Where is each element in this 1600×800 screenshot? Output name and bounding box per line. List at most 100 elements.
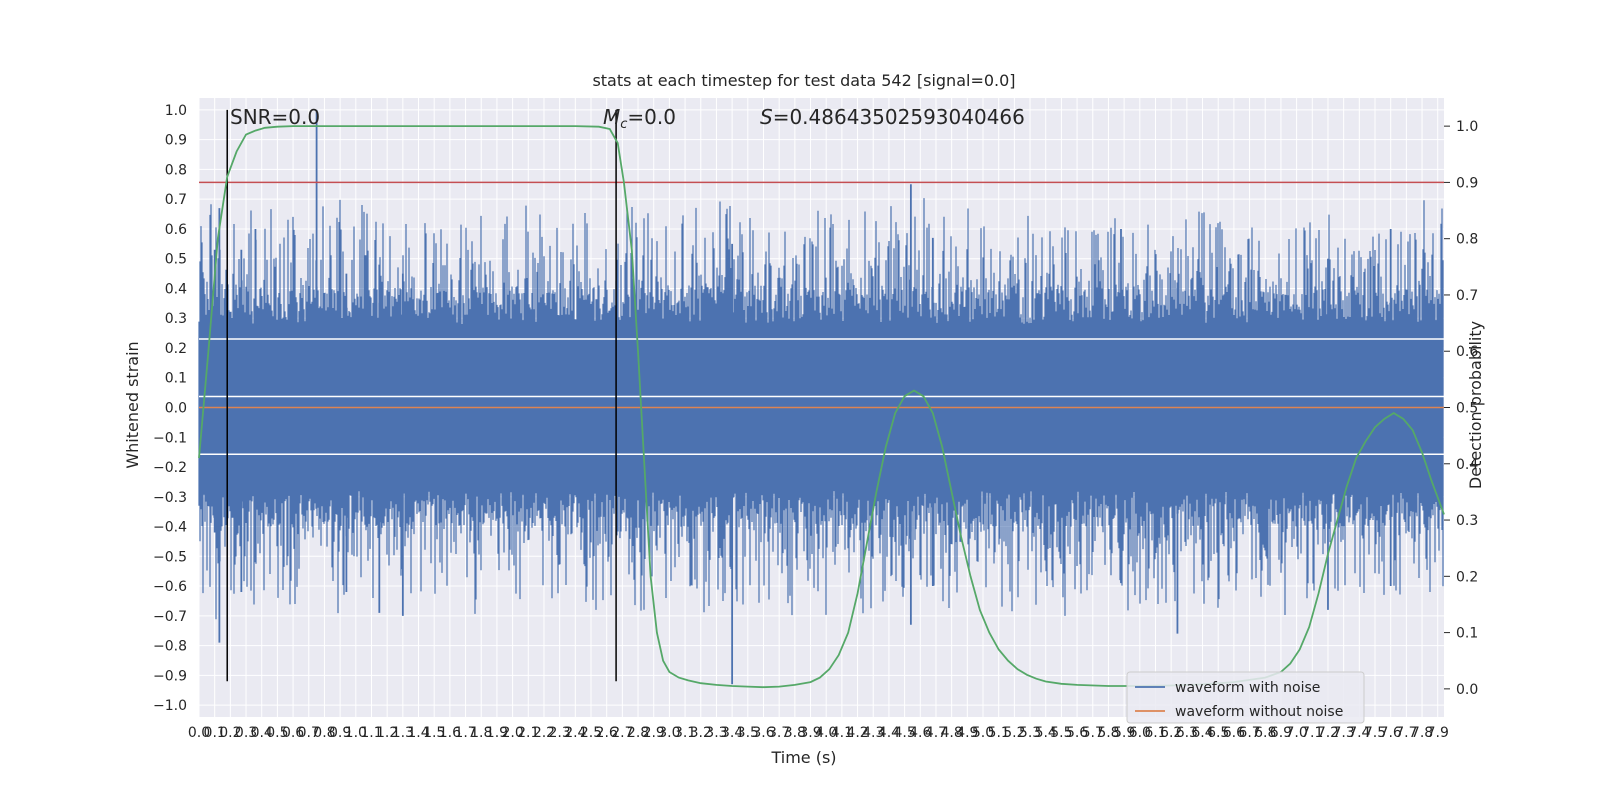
x-tick-label: 5.0 bbox=[972, 725, 994, 741]
x-tick-label: 3.1 bbox=[674, 725, 696, 741]
mc-value: =0.0 bbox=[627, 105, 676, 129]
y-tick-label-left: 0.3 bbox=[165, 311, 187, 327]
x-tick-label: 5.7 bbox=[1082, 725, 1104, 741]
x-tick-label: 2.3 bbox=[549, 725, 571, 741]
y-tick-label-right: 0.9 bbox=[1456, 175, 1478, 191]
y-tick-label-left: −0.4 bbox=[153, 520, 187, 536]
x-tick-label: 2.0 bbox=[501, 725, 523, 741]
y-tick-label-left: 0.1 bbox=[165, 371, 187, 387]
x-tick-label: 1.8 bbox=[470, 725, 492, 741]
y-tick-label-right: 0.7 bbox=[1456, 288, 1478, 304]
x-tick-label: 1.7 bbox=[454, 725, 476, 741]
x-tick-label: 6.3 bbox=[1176, 725, 1198, 741]
x-tick-label: 2.5 bbox=[580, 725, 602, 741]
y-tick-label-left: 0.7 bbox=[165, 192, 187, 208]
x-tick-label: 7.9 bbox=[1427, 725, 1449, 741]
x-tick-label: 0.5 bbox=[266, 725, 288, 741]
x-tick-label: 7.4 bbox=[1348, 725, 1370, 741]
x-tick-label: 1.2 bbox=[376, 725, 398, 741]
x-tick-label: 0.3 bbox=[235, 725, 257, 741]
x-tick-label: 4.7 bbox=[925, 725, 947, 741]
x-tick-label: 7.5 bbox=[1364, 725, 1386, 741]
mc-label: Mc=0.0 bbox=[603, 105, 676, 132]
y-tick-label-left: −0.9 bbox=[153, 668, 187, 684]
x-tick-label: 3.5 bbox=[737, 725, 759, 741]
y-tick-label-left: 0.0 bbox=[165, 401, 187, 417]
x-tick-label: 1.6 bbox=[439, 725, 461, 741]
x-tick-label: 6.5 bbox=[1207, 725, 1229, 741]
x-tick-label: 1.3 bbox=[392, 725, 414, 741]
y-axis-label-right: Detection probability bbox=[1466, 321, 1485, 489]
x-tick-label: 3.9 bbox=[799, 725, 821, 741]
x-tick-label: 7.1 bbox=[1301, 725, 1323, 741]
annotation-mc: Mc=0.0 bbox=[603, 105, 676, 132]
y-tick-label-left: −0.2 bbox=[153, 460, 187, 476]
chart-title: stats at each timestep for test data 542… bbox=[592, 71, 1015, 90]
y-tick-label-left: 0.4 bbox=[165, 281, 187, 297]
x-tick-label: 4.5 bbox=[893, 725, 915, 741]
x-tick-label: 0.8 bbox=[313, 725, 335, 741]
y-tick-label-right: 0.0 bbox=[1456, 682, 1478, 698]
x-tick-label: 1.5 bbox=[423, 725, 445, 741]
s-label: S=0.48643502593040466 bbox=[760, 105, 1025, 129]
x-tick-label: 5.3 bbox=[1019, 725, 1041, 741]
y-tick-label-right: 0.6 bbox=[1456, 344, 1478, 360]
y-tick-label-right: 0.5 bbox=[1456, 401, 1478, 417]
legend-label: waveform without noise bbox=[1175, 704, 1343, 720]
x-tick-label: 5.1 bbox=[988, 725, 1010, 741]
x-tick-label: 3.0 bbox=[658, 725, 680, 741]
x-tick-label: 7.2 bbox=[1317, 725, 1339, 741]
x-tick-label: 7.8 bbox=[1411, 725, 1433, 741]
snr-label: SNR=0.0 bbox=[230, 105, 320, 129]
x-tick-label: 3.2 bbox=[690, 725, 712, 741]
y-tick-label-right: 0.1 bbox=[1456, 626, 1478, 642]
y-tick-label-left: −0.6 bbox=[153, 579, 187, 595]
x-tick-label: 0.4 bbox=[251, 725, 273, 741]
x-tick-label: 0.2 bbox=[219, 725, 241, 741]
x-tick-label: 5.9 bbox=[1113, 725, 1135, 741]
x-tick-label: 1.1 bbox=[360, 725, 382, 741]
x-tick-label: 1.9 bbox=[486, 725, 508, 741]
x-tick-label: 5.4 bbox=[1035, 725, 1057, 741]
y-tick-label-right: 1.0 bbox=[1456, 119, 1478, 135]
x-tick-label: 4.3 bbox=[862, 725, 884, 741]
annotation-s: S=0.48643502593040466 bbox=[760, 105, 1025, 129]
mc-symbol: M bbox=[603, 105, 620, 129]
y-tick-label-left: 1.0 bbox=[165, 103, 187, 119]
x-axis-label: Time (s) bbox=[770, 748, 836, 767]
y-tick-label-left: 0.9 bbox=[165, 133, 187, 149]
x-tick-label: 5.6 bbox=[1066, 725, 1088, 741]
x-tick-label: 5.8 bbox=[1097, 725, 1119, 741]
y-tick-label-right: 0.2 bbox=[1456, 569, 1478, 585]
x-tick-label: 4.9 bbox=[956, 725, 978, 741]
y-tick-label-left: −0.1 bbox=[153, 430, 187, 446]
x-tick-label: 6.8 bbox=[1254, 725, 1276, 741]
x-tick-label: 0.7 bbox=[298, 725, 320, 741]
x-tick-label: 4.8 bbox=[941, 725, 963, 741]
s-value: =0.48643502593040466 bbox=[773, 105, 1025, 129]
x-tick-label: 4.1 bbox=[831, 725, 853, 741]
x-tick-label: 2.4 bbox=[564, 725, 586, 741]
y-tick-label-right: 0.8 bbox=[1456, 232, 1478, 248]
annotation-snr: SNR=0.0 bbox=[230, 105, 320, 129]
x-tick-label: 7.7 bbox=[1395, 725, 1417, 741]
x-tick-label: 3.6 bbox=[752, 725, 774, 741]
x-tick-label: 6.1 bbox=[1144, 725, 1166, 741]
x-tick-label: 2.9 bbox=[643, 725, 665, 741]
x-tick-label: 4.6 bbox=[909, 725, 931, 741]
x-tick-label: 5.2 bbox=[1003, 725, 1025, 741]
legend-label: waveform with noise bbox=[1175, 680, 1320, 696]
x-tick-label: 6.0 bbox=[1129, 725, 1151, 741]
x-tick-label: 2.2 bbox=[533, 725, 555, 741]
x-tick-label: 6.4 bbox=[1191, 725, 1213, 741]
x-tick-label: 2.8 bbox=[627, 725, 649, 741]
x-tick-label: 3.8 bbox=[784, 725, 806, 741]
x-tick-label: 4.0 bbox=[815, 725, 837, 741]
x-tick-label: 4.4 bbox=[878, 725, 900, 741]
s-symbol: S bbox=[760, 105, 773, 129]
y-tick-label-right: 0.3 bbox=[1456, 513, 1478, 529]
x-tick-label: 1.0 bbox=[345, 725, 367, 741]
x-tick-label: 6.7 bbox=[1238, 725, 1260, 741]
x-tick-label: 3.3 bbox=[705, 725, 727, 741]
